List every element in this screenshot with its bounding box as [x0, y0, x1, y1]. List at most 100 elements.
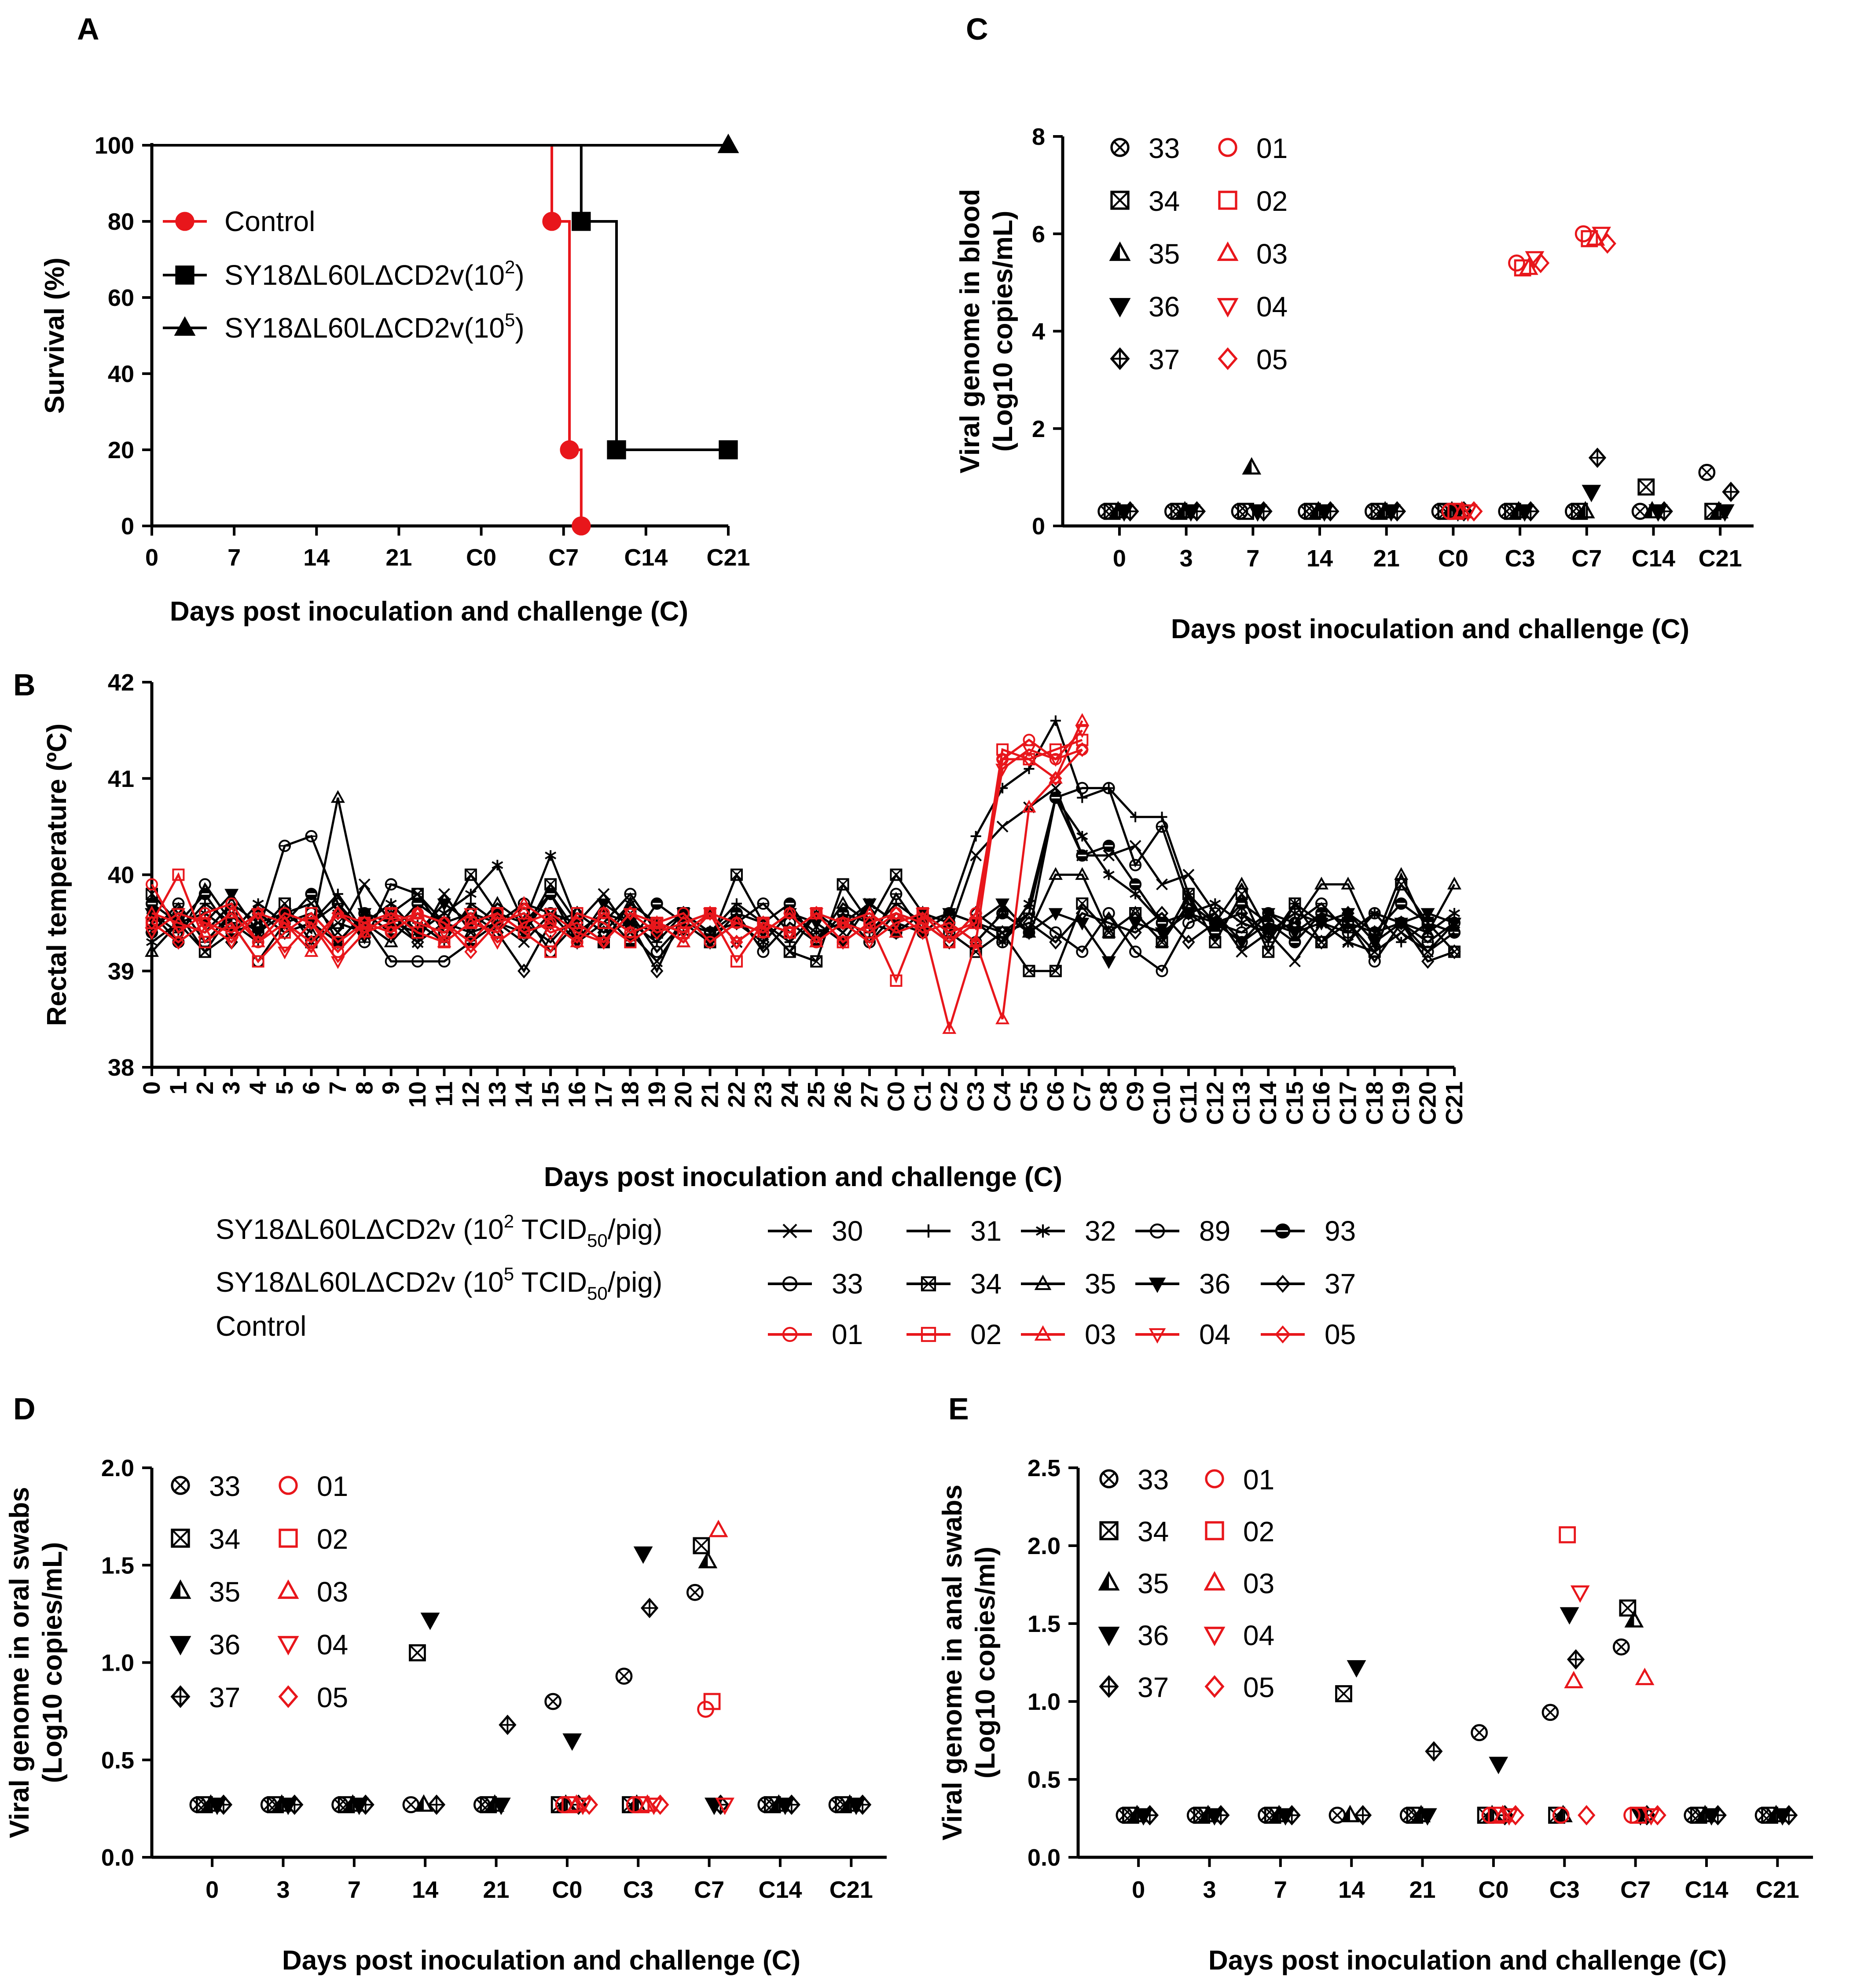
x-tick-label: C14 — [758, 1877, 802, 1903]
temperature-point — [1023, 907, 1035, 919]
legend-id: 33 — [1149, 132, 1180, 164]
x-tick-label: C8 — [1096, 1081, 1122, 1112]
temperature-line — [151, 720, 1083, 1033]
x-tick-label: 1 — [165, 1081, 191, 1095]
temperature-point — [1314, 918, 1329, 931]
legend-marker — [921, 1276, 936, 1292]
legend-id: 04 — [1256, 291, 1288, 323]
legend-marker — [1035, 1224, 1050, 1238]
data-point — [1624, 1610, 1644, 1628]
data-point — [715, 1797, 735, 1815]
temperature-point — [756, 925, 771, 938]
x-tick-label: C0 — [552, 1877, 582, 1903]
legend-label: SY18ΔL60LΔCD2v(102) — [224, 257, 525, 291]
x-tick-label: C14 — [1632, 545, 1675, 572]
temperature-point — [757, 945, 770, 958]
data-point — [698, 1551, 718, 1569]
legend-group-label: SY18ΔL60LΔCD2v (105 TCID50/pig) — [216, 1264, 662, 1304]
y-tick-label: 1.5 — [1028, 1611, 1061, 1637]
x-tick-label: C0 — [1478, 1877, 1508, 1903]
temperature-point — [1102, 915, 1116, 930]
y-tick-label: 1.0 — [1028, 1689, 1061, 1715]
data-point — [356, 1794, 374, 1815]
x-tick-label: 8 — [351, 1081, 378, 1095]
temperature-point — [385, 955, 397, 968]
x-tick-label: C0 — [883, 1081, 909, 1112]
y-axis-label: Viral genome in oral swabs — [4, 1487, 35, 1838]
temperature-point — [1288, 915, 1302, 928]
data-point — [1340, 1804, 1360, 1823]
temperature-point — [970, 831, 981, 842]
data-point — [640, 1598, 659, 1618]
temperature-point — [1208, 915, 1222, 930]
temperature-point — [756, 915, 770, 930]
data-point — [651, 1794, 669, 1815]
temperature-point — [1155, 927, 1169, 941]
x-tick-label: C0 — [1438, 545, 1468, 572]
legend-marker — [1110, 347, 1130, 370]
temperature-point — [304, 918, 319, 931]
legend-marker — [1205, 1521, 1224, 1540]
temperature-point — [305, 830, 318, 842]
temperature-point — [1076, 782, 1089, 794]
x-tick-label: 0 — [1113, 545, 1126, 572]
data-point — [1780, 1805, 1798, 1826]
temperature-point — [1314, 877, 1329, 889]
temperature-point — [330, 905, 345, 919]
x-tick-label: 3 — [1180, 545, 1193, 572]
temperature-point — [1182, 934, 1195, 950]
temperature-point — [384, 908, 398, 921]
data-point — [1525, 251, 1545, 269]
legend-id: 33 — [832, 1268, 863, 1300]
legend-marker — [1149, 1277, 1166, 1293]
x-tick-label: C15 — [1282, 1081, 1308, 1125]
temperature-point — [650, 925, 664, 940]
temperature-point — [1156, 878, 1168, 890]
legend-id: 37 — [1138, 1672, 1169, 1703]
data-point — [1188, 501, 1206, 522]
legend-marker — [278, 1685, 298, 1708]
data-point — [1575, 501, 1595, 518]
data-point — [567, 1794, 586, 1812]
x-tick-label: C7 — [1571, 545, 1602, 572]
temperature-point — [1262, 945, 1275, 958]
temperature-point — [996, 743, 1009, 756]
legend-id: 05 — [317, 1682, 348, 1713]
temperature-point — [1262, 925, 1275, 940]
legend-marker — [1034, 1275, 1052, 1290]
temperature-point — [863, 906, 876, 921]
x-tick-label: 15 — [537, 1081, 564, 1108]
data-point — [1335, 1685, 1352, 1702]
temperature-point — [889, 906, 903, 921]
temperature-point — [171, 915, 186, 928]
data-point — [420, 1613, 440, 1630]
data-point — [1578, 1805, 1596, 1826]
data-point — [1560, 1607, 1579, 1625]
temperature-point — [171, 908, 186, 921]
temperature-point — [1023, 965, 1035, 977]
temperature-point — [1103, 869, 1115, 880]
x-tick-label: C14 — [624, 544, 668, 571]
temperature-point — [545, 850, 557, 861]
data-point — [414, 1794, 433, 1812]
x-tick-label: 10 — [404, 1081, 431, 1108]
data-point — [1354, 1805, 1372, 1826]
x-tick-label: 7 — [1246, 545, 1259, 572]
temperature-point — [677, 907, 690, 919]
temperature-point — [358, 915, 371, 930]
temperature-point — [464, 936, 477, 948]
data-point — [1141, 1805, 1159, 1826]
data-point — [1641, 1808, 1661, 1826]
data-point — [638, 1794, 657, 1812]
temperature-point — [251, 934, 265, 948]
legend-label: SY18ΔL60LΔCD2v(105) — [224, 309, 525, 344]
temperature-point — [1447, 877, 1461, 889]
data-point — [1452, 501, 1472, 518]
x-tick-label: C21 — [1699, 545, 1742, 572]
temperature-point — [543, 908, 558, 921]
legend-id: 04 — [317, 1629, 348, 1661]
x-tick-label: C12 — [1202, 1081, 1228, 1125]
temperature-point — [836, 896, 850, 909]
x-tick-label: C1 — [910, 1081, 936, 1112]
